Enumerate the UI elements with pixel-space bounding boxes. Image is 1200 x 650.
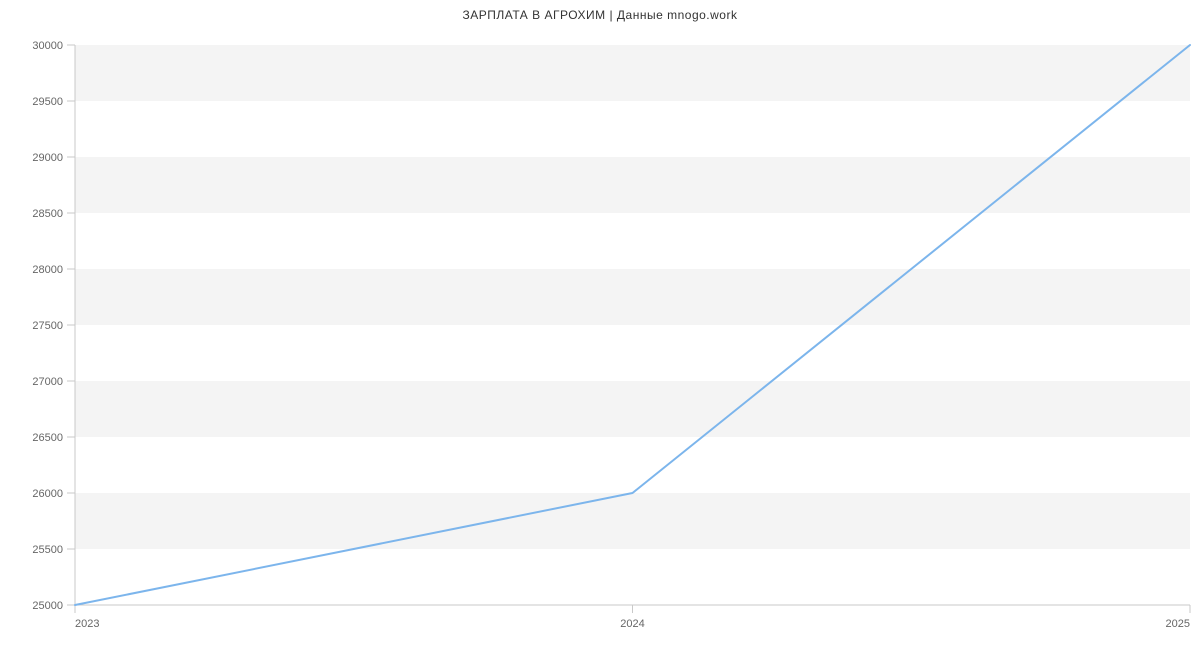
y-tick-label: 29500: [32, 96, 63, 108]
y-tick-label: 28500: [32, 208, 63, 220]
y-tick-label: 30000: [32, 40, 63, 52]
grid-band: [75, 549, 1190, 605]
grid-band: [75, 213, 1190, 269]
chart-svg: 25000 25500 26000 26500 27000 27500 28000 28500…: [0, 0, 1200, 650]
grid-band: [75, 437, 1190, 493]
x-tick-label: 2023: [75, 618, 99, 630]
y-tick-label: 27500: [32, 320, 63, 332]
y-tick-label: 28000: [32, 264, 63, 276]
y-tick-label: 29000: [32, 152, 63, 164]
grid-band: [75, 45, 1190, 101]
chart-container: ЗАРПЛАТА В АГРОХИМ | Данные mnogo.work 2…: [0, 0, 1200, 650]
grid-band: [75, 157, 1190, 213]
grid-band: [75, 269, 1190, 325]
grid-band: [75, 101, 1190, 157]
grid-band: [75, 325, 1190, 381]
y-tick-label: 25000: [32, 600, 63, 612]
grid-band: [75, 493, 1190, 549]
y-tick-label: 26500: [32, 432, 63, 444]
y-tick-label: 25500: [32, 544, 63, 556]
y-tick-label: 26000: [32, 488, 63, 500]
grid-band: [75, 381, 1190, 437]
y-tick-label: 27000: [32, 376, 63, 388]
x-tick-label: 2025: [1166, 618, 1190, 630]
x-tick-label: 2024: [620, 618, 644, 630]
